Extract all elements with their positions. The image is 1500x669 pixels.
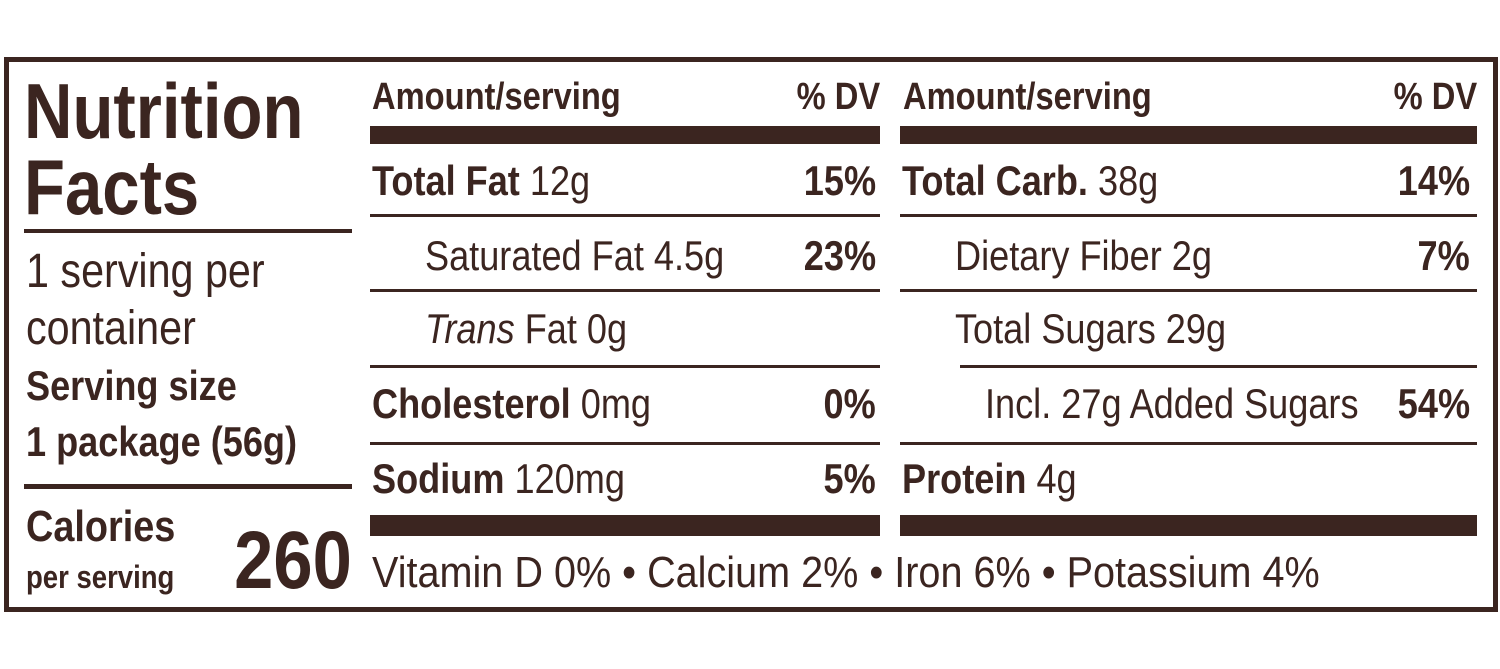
dv: 5% [823,455,876,502]
nutrient-row: Trans Fat 0g [425,308,627,350]
rule [370,289,880,292]
rule [960,365,1477,368]
nutrient: Protein [902,455,1027,502]
rule [370,365,880,368]
header: % DV [796,76,880,118]
nutrient: Incl. 27g Added Sugars [985,380,1359,427]
rule [900,214,1477,217]
nutrient: Total Sugars 29g [955,305,1227,352]
bullet: • [622,548,637,597]
rule [24,484,352,489]
rule [24,229,352,233]
nutrient-row: Protein 4g [902,458,1077,500]
nutrient: Saturated Fat 4.5g [425,232,725,279]
calories-sublabel: per serving [26,559,175,595]
rule [900,442,1477,445]
serving-size-label: Serving size [26,362,237,409]
dv: 0% [823,380,876,427]
vitamin-name: Vitamin D [372,548,543,597]
nutrient-italic: Trans [425,305,515,352]
amount: 12g [529,157,591,204]
servings: 1 serving per [26,245,265,298]
vitamin-dv: 0% [553,548,612,597]
nutrient-row: Total Carb. 38g [902,160,1158,202]
vitamin-name: Calcium [647,548,791,597]
vitamin-dv: 2% [801,548,859,597]
nutrient: Dietary Fiber 2g [955,232,1212,279]
bullet: • [1041,548,1056,597]
dv: 15% [803,157,876,204]
rule [900,289,1477,292]
vitamins: Vitamin D 0% • Calcium 2% • Iron 6% • Po… [372,551,1320,595]
nutrient-row: Sodium 120mg [372,458,625,500]
thick-bar [370,126,880,144]
amount: 0mg [580,380,652,427]
header: % DV [1393,76,1477,118]
servings: container [26,302,196,355]
amount: 120mg [514,455,625,502]
nutrient: Total Fat [372,157,520,204]
rule [370,214,880,217]
nutrient: Total Carb. [902,157,1088,204]
thick-bar [370,515,880,536]
vitamin-dv: 6% [973,548,1031,597]
dv: 23% [803,232,876,279]
vitamin-name: Potassium [1066,548,1252,597]
calories: 260 [234,515,352,606]
bullet: • [869,548,884,597]
vitamin: Vitamin D 0% [372,548,611,597]
serving-size: 1 package (56g) [26,418,298,465]
vitamin: Potassium 4% [1067,548,1320,597]
nutrient-row: Total Fat 12g [372,160,590,202]
dv: 54% [1397,380,1470,427]
rule [370,442,880,445]
thick-bar [900,515,1477,536]
header: Amount/serving [372,76,621,118]
nutrient: Fat 0g [524,305,628,352]
dv: 14% [1397,157,1470,204]
nutrient: Cholesterol [372,380,571,427]
amount: 4g [1036,455,1077,502]
title: Facts [24,143,200,231]
amount: 38g [1097,157,1159,204]
thick-bar [900,126,1477,144]
vitamin: Calcium 2% [647,548,858,597]
vitamin-dv: 4% [1262,548,1320,597]
dv: 7% [1417,232,1470,279]
title: Nutrition [24,67,304,155]
label-border [4,57,1498,612]
nutrient: Sodium [372,455,505,502]
header: Amount/serving [903,76,1152,118]
vitamin-name: Iron [894,548,963,597]
nutrient-row: Cholesterol 0mg [372,383,651,425]
vitamin: Iron 6% [894,548,1030,597]
calories-label: Calories [26,502,176,551]
